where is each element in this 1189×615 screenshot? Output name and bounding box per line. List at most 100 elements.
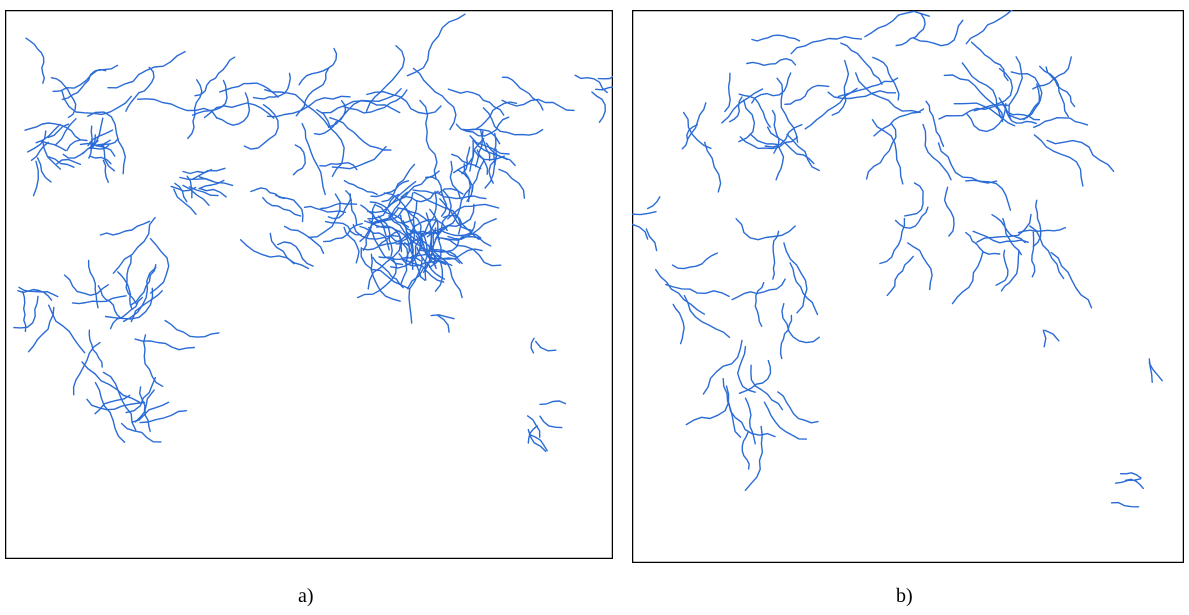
stream: [686, 386, 728, 425]
stream: [540, 416, 562, 427]
stream: [241, 240, 294, 264]
caption-a: a): [298, 585, 314, 608]
stream: [100, 139, 118, 146]
figure: a) b): [0, 0, 1189, 615]
stream: [1047, 140, 1114, 171]
stream: [673, 304, 684, 343]
stream: [673, 253, 718, 269]
stream: [790, 263, 817, 315]
stream: [293, 145, 305, 175]
stream: [873, 57, 899, 100]
stream: [285, 226, 324, 253]
stream: [530, 435, 548, 451]
stream: [913, 20, 963, 45]
stream: [688, 103, 706, 140]
stream: [14, 296, 38, 328]
stream: [90, 126, 92, 148]
stream: [49, 305, 85, 353]
stream: [499, 169, 524, 198]
panel-a: [5, 10, 613, 559]
stream: [648, 197, 660, 209]
stream: [1046, 67, 1075, 106]
stream: [874, 109, 924, 136]
stream: [905, 183, 923, 216]
stream: [138, 99, 217, 118]
stream: [1040, 66, 1069, 116]
stream: [722, 89, 763, 123]
stream: [414, 68, 456, 129]
stream: [151, 239, 169, 293]
stream: [755, 283, 763, 327]
stream: [220, 83, 279, 97]
stream: [251, 188, 285, 199]
stream: [632, 224, 647, 239]
stream: [828, 91, 895, 99]
stream: [82, 362, 140, 402]
stream: [90, 156, 111, 164]
stream: [174, 189, 196, 214]
stream: [742, 432, 749, 469]
stream: [263, 198, 301, 216]
stream: [764, 402, 806, 439]
stream: [62, 70, 105, 100]
stream: [705, 142, 721, 192]
stream: [344, 181, 377, 195]
stream: [703, 340, 742, 394]
stream: [791, 37, 861, 54]
stream: [270, 234, 308, 269]
stream: [725, 73, 730, 111]
stream: [684, 296, 729, 338]
stream: [787, 134, 819, 170]
stream: [926, 101, 943, 146]
stream: [953, 252, 983, 304]
stream: [730, 97, 742, 122]
stream: [996, 250, 1008, 285]
stream: [74, 343, 100, 395]
stream: [409, 258, 422, 323]
stream: [145, 390, 154, 431]
stream: [972, 42, 1008, 80]
stream: [977, 215, 1031, 243]
stream: [736, 219, 795, 240]
stream: [367, 46, 405, 112]
stream: [217, 93, 250, 125]
stream: [1112, 503, 1139, 507]
stream: [751, 365, 783, 409]
stream: [113, 218, 155, 274]
stream: [101, 221, 150, 235]
stream: [108, 52, 185, 88]
stream: [299, 49, 336, 85]
stream: [945, 187, 954, 236]
stream: [193, 168, 225, 179]
stream: [777, 78, 798, 142]
stream: [752, 35, 800, 41]
stream: [103, 372, 135, 430]
stream: [531, 338, 534, 353]
stream: [738, 347, 756, 393]
stream: [183, 185, 209, 205]
stream: [632, 212, 656, 215]
stream: [73, 296, 127, 304]
stream: [1034, 118, 1088, 128]
stream: [1121, 473, 1141, 478]
stream: [26, 38, 44, 83]
stream: [1045, 330, 1059, 341]
stream: [739, 361, 770, 394]
stream: [38, 158, 51, 182]
stream: [732, 279, 785, 300]
stream: [1051, 253, 1091, 308]
stream: [450, 161, 460, 198]
stream: [34, 161, 39, 195]
stream: [276, 195, 303, 221]
stream: [118, 272, 132, 309]
stream: [126, 256, 136, 303]
stream: [966, 10, 1018, 44]
stream: [487, 143, 516, 165]
stream: [309, 194, 341, 237]
stream: [95, 383, 124, 443]
caption-b: b): [896, 585, 913, 608]
stream: [666, 285, 729, 297]
stream: [966, 180, 1011, 210]
stream: [122, 424, 161, 442]
stream: [939, 143, 997, 183]
